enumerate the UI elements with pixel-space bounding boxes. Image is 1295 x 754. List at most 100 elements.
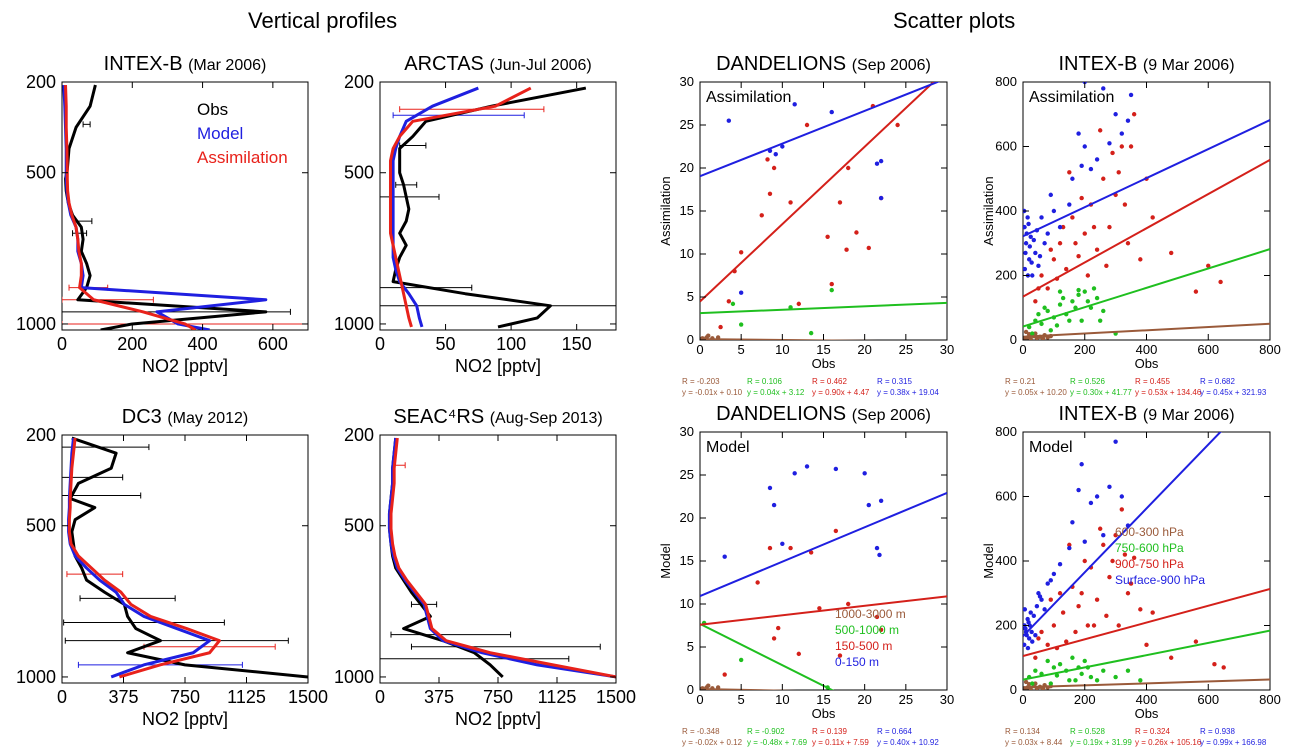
dand-model-point-red	[837, 653, 843, 658]
intexb-model-point-blue	[1045, 581, 1050, 586]
dand-assim-xtick-label: 0	[696, 342, 703, 357]
intexb-profile-legend-obs: Obs	[197, 100, 228, 119]
intexb-profile-ytick-label: 1000	[16, 314, 56, 334]
seac4rs-profile-ytick-label: 200	[344, 425, 374, 445]
dand-assim-xtick-label: 30	[940, 342, 954, 357]
dand-assim-point-red	[846, 165, 851, 171]
dand-assim-point-red	[825, 234, 830, 239]
intexb-model-point-blue	[1033, 632, 1038, 638]
dc3-profile-xtick-label: 375	[108, 687, 138, 707]
dand-model-point-brown	[706, 683, 711, 688]
intexb-profile-xtick-label: 600	[258, 334, 288, 354]
dc3-profile-series-assimilation	[67, 437, 221, 679]
intexb-model-point-green	[1088, 674, 1094, 680]
dc3-profile-ytick-label: 200	[26, 425, 56, 445]
intexb-model-point-blue	[1088, 500, 1094, 506]
intexb-model-subtitle: (9 Mar 2006)	[1143, 407, 1235, 424]
intexb-assim-point-green	[1101, 308, 1106, 314]
intexb-assim-point-blue	[1026, 257, 1032, 262]
arctas-profile-subtitle: (Jun-Jul 2006)	[489, 57, 591, 74]
intexb-model-point-red	[1101, 542, 1106, 548]
dand-model-ytick-label: 30	[680, 424, 694, 439]
dand-model-xtick-label: 30	[940, 692, 954, 707]
intexb-model-point-green	[1070, 655, 1075, 660]
intexb-model-ytick-label: 800	[995, 424, 1017, 439]
intexb-model-point-blue	[1028, 610, 1033, 615]
intexb-assim-point-red	[1150, 215, 1155, 220]
intexb-assim-point-blue	[1128, 92, 1134, 98]
intexb-assim-ytick-label: 200	[995, 268, 1017, 283]
intexb-assim-point-blue	[1082, 144, 1087, 149]
intexb-assim-point-red	[1094, 247, 1100, 252]
dand-assim-xtick-label: 10	[775, 342, 789, 357]
dc3-profile-title: DC3 (May 2012)	[122, 406, 249, 428]
dand-assim-point-green	[829, 287, 834, 293]
dand-assim-panel-label: Assimilation	[706, 89, 791, 106]
dand-assim-stat-eq: y = 0.04x + 3.12	[747, 388, 805, 397]
intexb-assim-title-main: INTEX-B	[1058, 53, 1142, 75]
dand-assim-xlabel: Obs	[812, 356, 836, 371]
dand-assim-fit-green	[700, 301, 947, 315]
intexb-assim-xtick-label: 0	[1019, 342, 1026, 357]
arctas-profile-ytick-label: 500	[344, 163, 374, 183]
intexb-assim-point-blue	[1076, 131, 1081, 136]
intexb-model-point-green	[1073, 678, 1078, 683]
intexb-assim-point-blue	[1079, 163, 1084, 169]
intexb-assim-point-blue	[1031, 237, 1037, 243]
dc3-profile-ytick-label: 500	[26, 516, 56, 536]
intexb-model-point-red	[1169, 655, 1174, 660]
dand-model-stat-r: R = -0.902	[747, 727, 785, 736]
dand-model-legend-item: 1000-3000 m	[835, 607, 906, 621]
intexb-assim-ytick-label: 800	[995, 74, 1017, 89]
dand-assim-point-red	[837, 200, 843, 205]
dand-assim-point-red	[759, 213, 764, 218]
intexb-model-point-red	[1131, 555, 1137, 560]
intexb-model-point-blue	[1029, 629, 1034, 635]
intexb-assim-point-green	[1082, 289, 1087, 294]
intexb-assim-fit-brown	[1023, 322, 1270, 338]
dand-model-fit-blue	[700, 491, 947, 598]
intexb-assim-point-red	[1131, 112, 1137, 117]
dc3-profile-panel: DC3 (May 2012) 0 375 750 1125 1500 200 500 1000 N…	[16, 406, 328, 729]
intexb-model-point-red	[1079, 591, 1084, 596]
intexb-model-point-red	[1073, 629, 1078, 635]
intexb-model-ylabel: Model	[981, 543, 996, 579]
intexb-model-xtick-label: 600	[1197, 692, 1219, 707]
dand-model-xtick-label: 20	[857, 692, 871, 707]
intexb-model-point-green	[1125, 668, 1131, 673]
intexb-model-point-red	[1057, 591, 1063, 596]
dand-assim-stat-r: R = 0.315	[877, 377, 912, 386]
dc3-profile-xtick-label: 1125	[227, 687, 266, 707]
dand-assim-point-red	[726, 299, 732, 304]
intexb-model-point-blue	[1079, 462, 1084, 467]
intexb-model-fit-blue	[1023, 432, 1222, 637]
intexb-assim-point-blue	[1028, 234, 1033, 239]
intexb-model-point-green	[1094, 678, 1100, 683]
intexb-model-point-blue	[1067, 545, 1072, 551]
intexb-assim-ytick-label: 600	[995, 139, 1017, 154]
intexb-assim-point-green	[1045, 308, 1050, 314]
intexb-model-point-red	[1091, 623, 1097, 628]
intexb-assim-point-red	[1119, 144, 1125, 149]
dand-model-ytick-label: 15	[680, 553, 694, 568]
intexb-model-point-red	[1113, 533, 1118, 538]
seac4rs-profile-title: SEAC⁴RS (Aug-Sep 2013)	[393, 406, 602, 428]
dand-model-stat-r: R = 0.664	[877, 727, 912, 736]
intexb-assim-stat-eq: y = 0.30x + 41.77	[1070, 388, 1132, 397]
intexb-assim-point-blue	[1067, 202, 1072, 207]
intexb-model-point-blue	[1101, 533, 1106, 538]
dand-model-point-blue	[874, 545, 880, 551]
intexb-assim-point-red	[1039, 273, 1044, 278]
dand-assim-point-blue	[874, 161, 880, 166]
intexb-assim-point-red	[1193, 289, 1199, 294]
intexb-model-point-red	[1107, 574, 1112, 580]
intexb-assim-point-red	[1138, 257, 1143, 262]
dand-assim-point-blue	[780, 144, 785, 149]
intexb-model-point-red	[1138, 607, 1143, 612]
intexb-model-ytick-label: 600	[995, 489, 1017, 504]
intexb-assim-point-red	[1218, 279, 1223, 285]
intexb-assim-fit-green	[1023, 248, 1270, 328]
dand-model-ytick-label: 0	[687, 682, 694, 697]
dand-model-ytick-label: 10	[680, 596, 694, 611]
intexb-model-point-blue	[1023, 642, 1027, 648]
